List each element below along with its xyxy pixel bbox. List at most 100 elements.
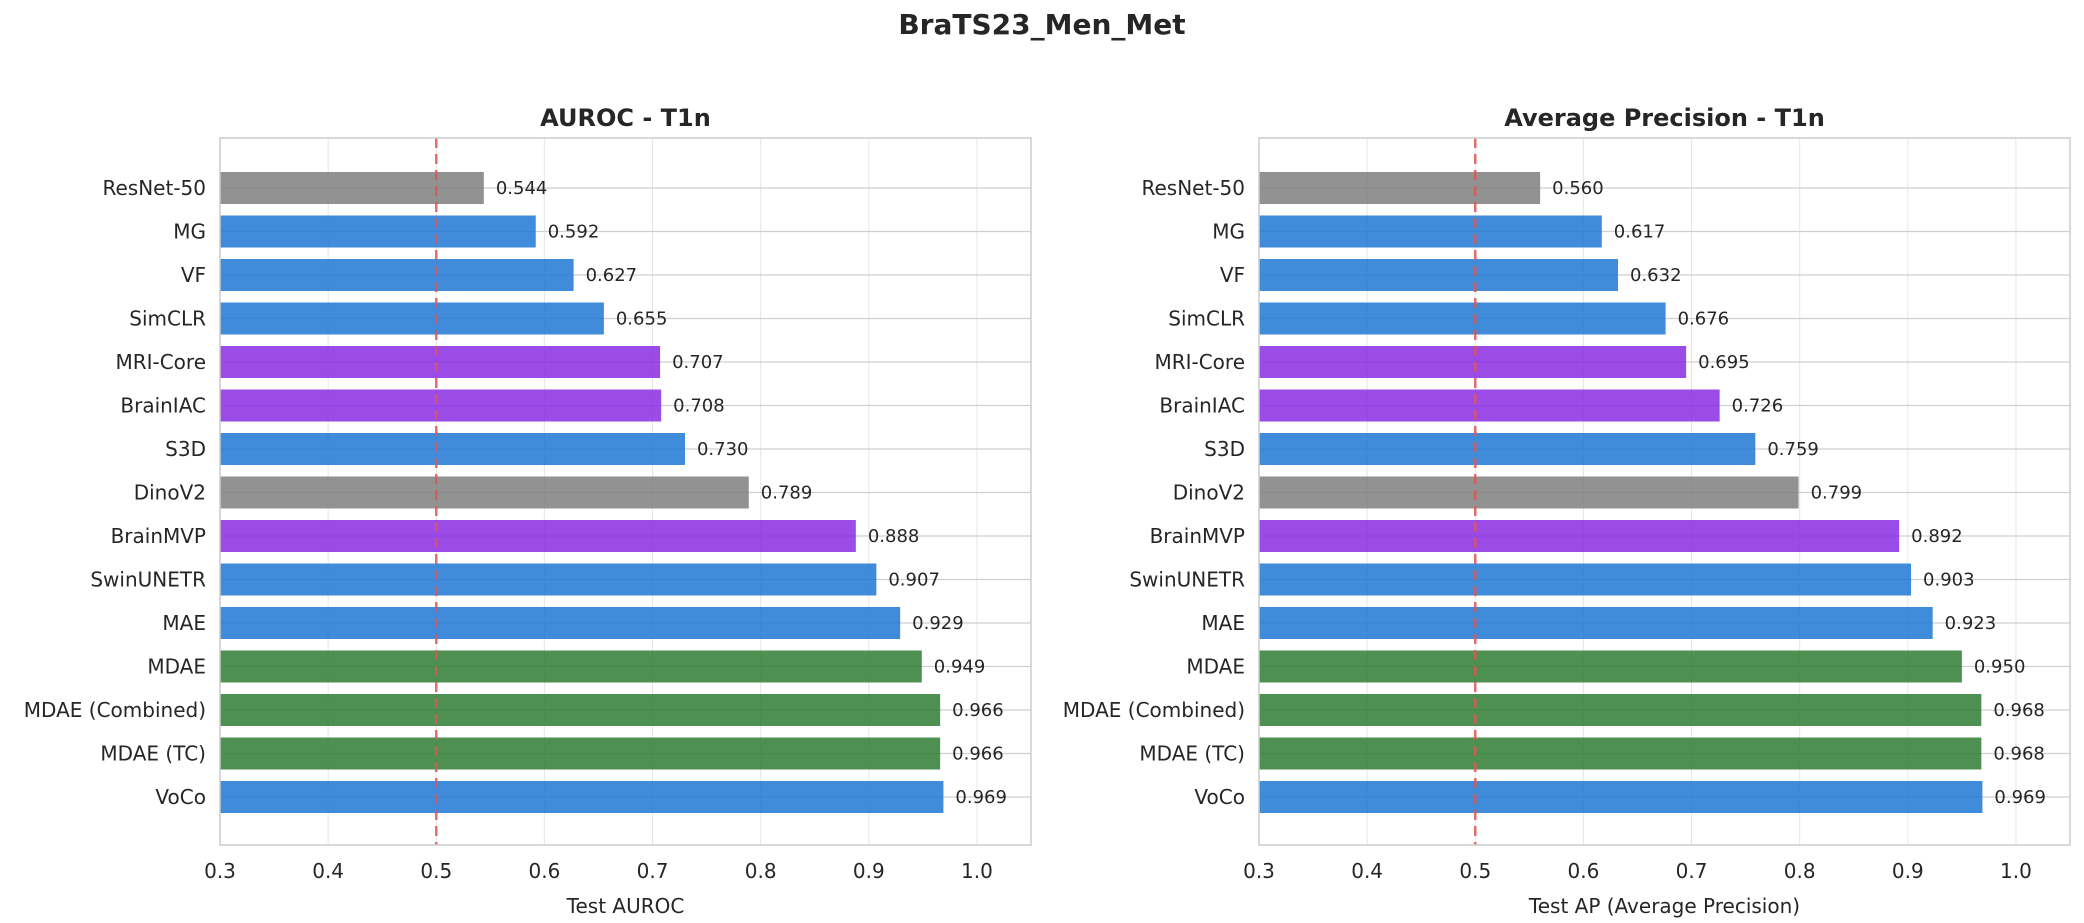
bar-value-label: 0.560 [1552,178,1604,199]
y-tick-label: MAE [1201,611,1245,635]
y-tick-label: SimCLR [1168,307,1245,331]
bar-value-label: 0.730 [697,439,749,460]
y-tick-label: SimCLR [129,307,206,331]
plot-frame [219,137,1032,846]
y-tick-label: VF [1220,263,1245,287]
bar-s3d [220,433,685,465]
x-tick-label: 0.3 [204,859,236,883]
bar-value-label: 0.759 [1767,439,1819,460]
bar-value-label: 0.966 [952,700,1004,721]
x-tick-label: 0.9 [1892,859,1924,883]
x-tick-label: 0.4 [312,859,344,883]
x-tick-label: 0.4 [1351,859,1383,883]
chart-panel-1: 0.544 ResNet-50 0.592 MG 0.627 VF 0.655 SimCLR 0… [24,104,1032,918]
bar-dinov2 [1259,476,1799,509]
x-tick-label: 1.0 [2000,859,2032,883]
bar-value-label: 0.966 [952,744,1004,765]
y-tick-label: BrainIAC [1159,394,1245,418]
bar-value-label: 0.627 [586,265,638,286]
y-tick-label: BrainIAC [120,394,206,418]
x-tick-label: 0.8 [745,859,777,883]
bar-mdae-tc- [220,737,941,770]
bar-value-label: 0.695 [1698,352,1750,373]
panel-title: AUROC - T1n [540,104,711,132]
bar-vf [220,259,574,291]
y-tick-label: DinoV2 [134,481,206,505]
bar-swinunetr [1259,563,1912,596]
y-tick-label: MDAE (TC) [1139,742,1245,766]
bar-value-label: 0.799 [1811,483,1863,504]
x-tick-label: 0.3 [1243,859,1275,883]
y-tick-label: BrainMVP [1150,524,1245,548]
bar-value-label: 0.907 [888,570,940,591]
bar-value-label: 0.950 [1974,657,2026,678]
y-tick-label: MDAE (Combined) [1063,698,1245,722]
x-tick-label: 0.8 [1784,859,1816,883]
y-tick-label: ResNet-50 [103,176,207,200]
bar-value-label: 0.888 [868,526,920,547]
chart-panel-2: 0.560 ResNet-50 0.617 MG 0.632 VF 0.676 SimCLR 0… [1063,104,2071,918]
bar-brainiac [220,389,662,422]
x-tick-label: 0.6 [1567,859,1599,883]
panel-title: Average Precision - T1n [1504,104,1825,132]
bar-mg [1259,215,1602,248]
bar-mg [220,215,536,248]
y-tick-label: MDAE [147,655,206,679]
bar-value-label: 0.655 [616,309,668,330]
bar-resnet-50 [220,172,484,204]
bar-brainmvp [1259,520,1900,552]
bar-voco [220,781,944,813]
bar-value-label: 0.707 [672,352,724,373]
bar-simclr [1259,302,1666,335]
y-tick-label: MDAE (Combined) [24,698,206,722]
bar-mdae-tc- [1259,737,1982,770]
x-tick-label: 0.9 [853,859,885,883]
bar-value-label: 0.949 [934,657,986,678]
y-tick-label: MG [1212,220,1245,244]
bar-swinunetr [220,563,877,596]
bar-mri-core [1259,346,1687,378]
bar-mdae [1259,650,1962,683]
bar-value-label: 0.892 [1911,526,1963,547]
bar-mdae-combined- [220,694,941,726]
bar-value-label: 0.592 [548,222,600,243]
y-tick-label: MDAE (TC) [100,742,206,766]
bar-value-label: 0.708 [673,396,725,417]
bar-value-label: 0.789 [761,483,813,504]
y-tick-label: ResNet-50 [1142,176,1246,200]
bar-s3d [1259,433,1756,465]
y-tick-label: SwinUNETR [1129,568,1245,592]
bar-value-label: 0.632 [1630,265,1682,286]
x-tick-label: 0.5 [420,859,452,883]
figure-title: BraTS23_Men_Met [898,8,1186,41]
x-tick-label: 1.0 [961,859,993,883]
y-tick-label: MAE [162,611,206,635]
y-tick-label: VoCo [1194,785,1245,809]
y-tick-label: MDAE [1186,655,1245,679]
x-tick-label: 0.7 [637,859,669,883]
bar-value-label: 0.676 [1678,309,1730,330]
bar-voco [1259,781,1983,813]
y-tick-label: S3D [165,437,206,461]
bar-vf [1259,259,1619,291]
x-axis-label: Test AP (Average Precision) [1528,894,1800,918]
bar-value-label: 0.929 [912,613,964,634]
bar-mdae [220,650,922,683]
x-tick-label: 0.7 [1676,859,1708,883]
bar-brainiac [1259,389,1720,422]
bar-dinov2 [220,476,749,509]
y-tick-label: BrainMVP [111,524,206,548]
y-tick-label: MRI-Core [1154,350,1245,374]
y-tick-label: MG [173,220,206,244]
bar-brainmvp [220,520,856,552]
bar-value-label: 0.617 [1614,222,1666,243]
bar-mae [1259,607,1933,639]
bar-value-label: 0.968 [1993,744,2045,765]
y-tick-label: MRI-Core [115,350,206,374]
bar-value-label: 0.968 [1993,700,2045,721]
bar-value-label: 0.903 [1923,570,1975,591]
y-tick-label: S3D [1204,437,1245,461]
bar-value-label: 0.923 [1945,613,1997,634]
bar-mri-core [220,346,661,378]
